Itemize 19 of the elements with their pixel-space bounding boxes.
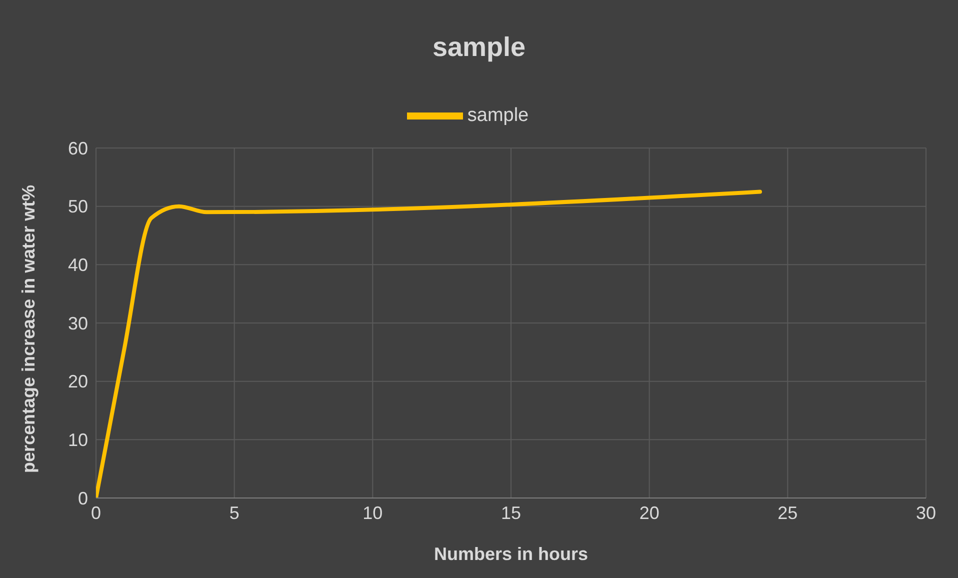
y-tick-label: 30 bbox=[68, 313, 88, 334]
x-tick-label: 5 bbox=[229, 502, 240, 523]
chart-title: sample bbox=[431, 32, 527, 63]
x-tick-label: 20 bbox=[639, 502, 660, 523]
x-tick-label: 15 bbox=[500, 502, 522, 523]
y-tick-label: 60 bbox=[68, 138, 88, 158]
x-tick-label: 30 bbox=[916, 502, 936, 523]
x-tick-label: 10 bbox=[362, 502, 383, 523]
x-axis-title: Numbers in hours bbox=[434, 544, 588, 564]
y-tick-label: 20 bbox=[68, 372, 88, 392]
line-series bbox=[96, 190, 762, 498]
y-tick-label: 0 bbox=[78, 488, 88, 508]
y-tick-label: 10 bbox=[68, 430, 88, 450]
x-tick-label: 0 bbox=[90, 502, 102, 523]
x-tick-label: 25 bbox=[778, 502, 798, 523]
legend-label: sample bbox=[467, 105, 529, 126]
y-tick-label: 40 bbox=[68, 255, 88, 276]
y-tick-label: 50 bbox=[68, 196, 88, 217]
y-axis-title: percentage increase in water wt% bbox=[18, 184, 38, 473]
